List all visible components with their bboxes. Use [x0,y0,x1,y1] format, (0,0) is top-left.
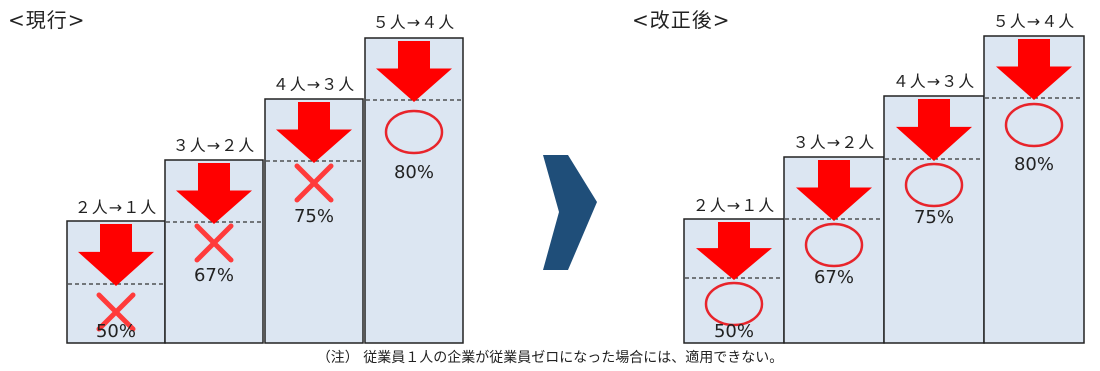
circle-mark-icon [1004,102,1064,148]
percent-label: 75% [914,207,954,228]
down-arrow-icon [78,224,154,286]
footnote: （注） 従業員１人の企業が従業員ゼロになった場合には、適用できない。 [316,350,784,366]
percent-label: 80% [394,162,434,183]
down-arrow-icon [376,41,452,102]
step-label: ４人→３人 [893,72,975,91]
down-arrow-icon [696,222,772,280]
revised-panel-title: <改正後> [632,8,731,32]
step-bar [683,218,785,344]
step-label: ５人→４人 [993,12,1075,31]
step-label: ３人→２人 [793,133,875,152]
step-label: ２人→１人 [693,196,775,215]
down-arrow-icon [796,160,872,221]
percent-label: 75% [294,206,334,227]
cross-mark-icon [96,292,136,332]
percent-label: 67% [194,265,234,286]
percent-label: 67% [814,267,854,288]
revised-panel: ２人→１人 50% ３人→２人 67% ４人→３人 75% ５人→４人 80% [683,12,1085,344]
circle-mark-icon [704,281,764,327]
circle-mark-icon [804,222,864,268]
percent-label: 80% [1014,154,1054,175]
percent-label: 50% [96,321,136,342]
down-arrow-icon [276,102,352,163]
cross-mark-icon [194,223,234,263]
down-arrow-icon [896,99,972,161]
percent-label: 50% [714,321,754,342]
down-arrow-icon [996,39,1072,100]
step-label: ４人→３人 [273,75,355,94]
circle-mark-icon [904,162,964,208]
step-label: ２人→１人 [75,198,157,217]
cross-mark-icon [294,163,334,203]
circle-mark-icon [384,109,444,155]
step-label: ５人→４人 [373,13,455,32]
down-arrow-icon [176,163,252,224]
current-panel: ２人→１人 50% ３人→２人 67% ４人→３人 75% ５人→４人 80% [66,13,464,344]
step-label: ３人→２人 [173,136,255,155]
transition-arrow-icon [543,155,597,270]
current-panel-title: <現行> [8,8,86,32]
